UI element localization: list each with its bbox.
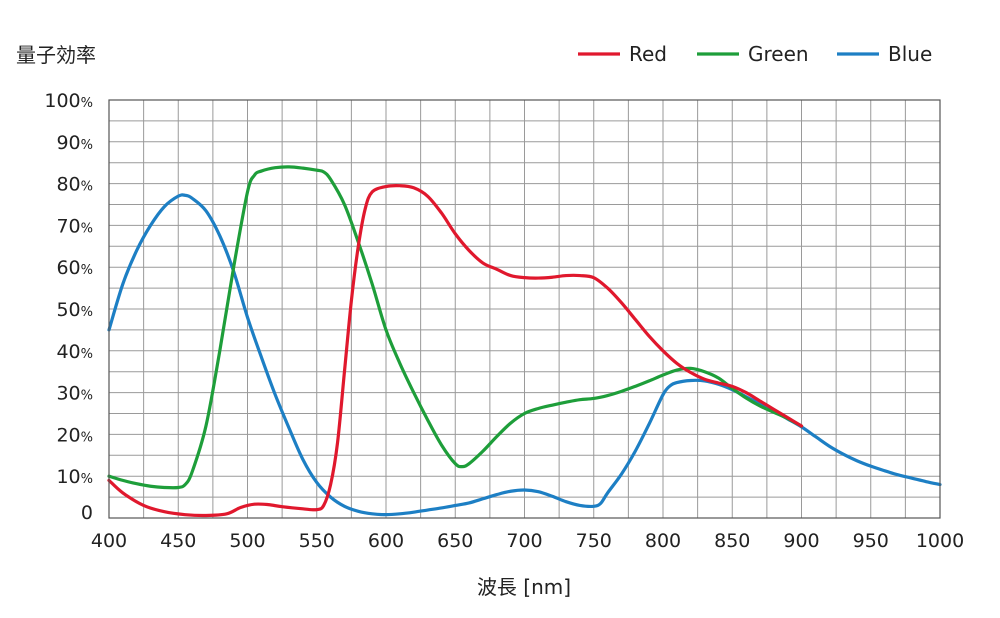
- y-tick-label: 80%: [56, 174, 93, 196]
- legend-item-red: Red: [578, 42, 667, 66]
- y-tick-label: 90%: [56, 132, 93, 154]
- y-tick-label: 10%: [56, 466, 93, 488]
- x-tick-label: 550: [299, 530, 335, 552]
- y-axis-ticks: 0 10% 20% 30% 40% 50% 60% 70% 80% 90% 100%: [44, 90, 93, 524]
- x-tick-label: 500: [229, 530, 265, 552]
- x-axis-title: 波長 [nm]: [477, 575, 571, 599]
- plot-frame: [108, 99, 941, 519]
- x-tick-label: 800: [645, 530, 681, 552]
- series-line-green: [107, 165, 804, 490]
- x-tick-label: 650: [437, 530, 473, 552]
- x-axis-ticks: 400 450 500 550 600 650 700 750 800 850 900 950 1000: [91, 530, 964, 552]
- x-tick-label: 1000: [916, 530, 964, 552]
- legend-item-blue: Blue: [837, 42, 932, 66]
- x-tick-label: 400: [91, 530, 127, 552]
- x-tick-label: 950: [853, 530, 889, 552]
- y-tick-label: 0: [81, 502, 93, 524]
- legend-label: Red: [629, 42, 667, 66]
- legend-label: Blue: [888, 42, 932, 66]
- x-tick-label: 600: [368, 530, 404, 552]
- y-tick-label: 50%: [56, 299, 93, 321]
- x-tick-label: 900: [783, 530, 819, 552]
- y-tick-label: 70%: [56, 215, 93, 237]
- series-line-red: [107, 183, 804, 518]
- y-axis-title: 量子効率: [16, 43, 96, 67]
- series-layer: [107, 165, 942, 518]
- x-tick-label: 750: [576, 530, 612, 552]
- y-tick-label: 20%: [56, 424, 93, 446]
- legend-label: Green: [748, 42, 809, 66]
- y-tick-label: 40%: [56, 341, 93, 363]
- y-tick-label: 30%: [56, 383, 93, 405]
- legend-item-green: Green: [697, 42, 809, 66]
- y-tick-label: 100%: [44, 90, 93, 112]
- x-tick-label: 700: [506, 530, 542, 552]
- x-tick-label: 450: [160, 530, 196, 552]
- x-tick-label: 850: [714, 530, 750, 552]
- legend: Red Green Blue: [578, 42, 932, 66]
- y-tick-label: 60%: [56, 257, 93, 279]
- grid: [109, 100, 940, 518]
